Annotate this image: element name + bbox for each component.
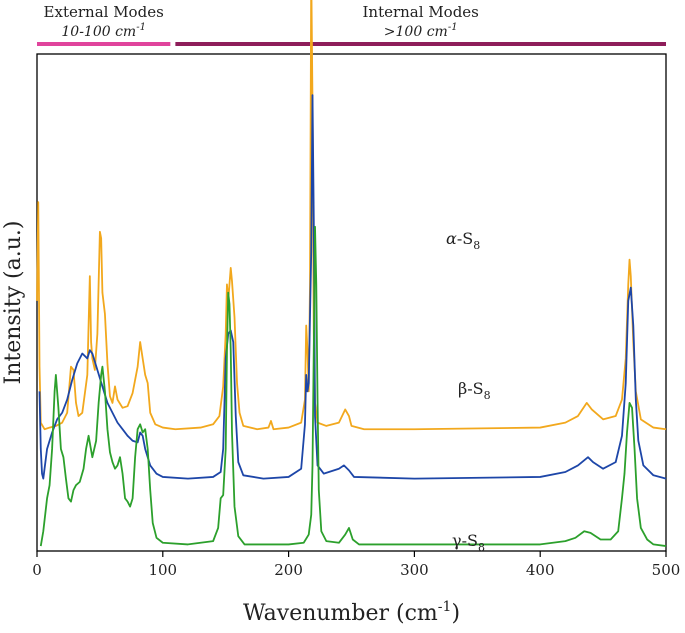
- x-tick-label: 500: [652, 561, 681, 579]
- series-label-beta: β-S8: [458, 379, 491, 402]
- series-line-2: [39, 225, 667, 547]
- x-tick-label: 300: [400, 561, 429, 579]
- series-label-gamma: γ-S8: [452, 531, 485, 554]
- x-tick-label: 100: [148, 561, 177, 579]
- x-tick-label: 0: [32, 561, 42, 579]
- series-line-0: [36, 0, 667, 431]
- series-group: [36, 0, 667, 547]
- external-modes-range: 10-100 cm-1: [61, 22, 146, 40]
- x-axis-label: Wavenumber (cm-1): [243, 599, 460, 626]
- y-axis-label: Intensity (a.u.): [1, 221, 26, 385]
- internal-modes-range: >100 cm-1: [384, 22, 458, 40]
- external-modes-label: External Modes: [44, 3, 164, 21]
- internal-modes-label: Internal Modes: [362, 3, 478, 21]
- mode-bands: External Modes 10-100 cm-1 Internal Mode…: [37, 3, 666, 46]
- x-tick-label: 400: [526, 561, 555, 579]
- series-label-alpha: α-S8: [446, 229, 480, 252]
- x-tick-label: 200: [274, 561, 303, 579]
- plot-frame: [36, 53, 667, 552]
- series-line-1: [38, 94, 667, 480]
- series-labels: α-S8 β-S8 γ-S8: [446, 229, 491, 554]
- x-axis-ticks: 0 100 200 300 400 500: [32, 551, 680, 579]
